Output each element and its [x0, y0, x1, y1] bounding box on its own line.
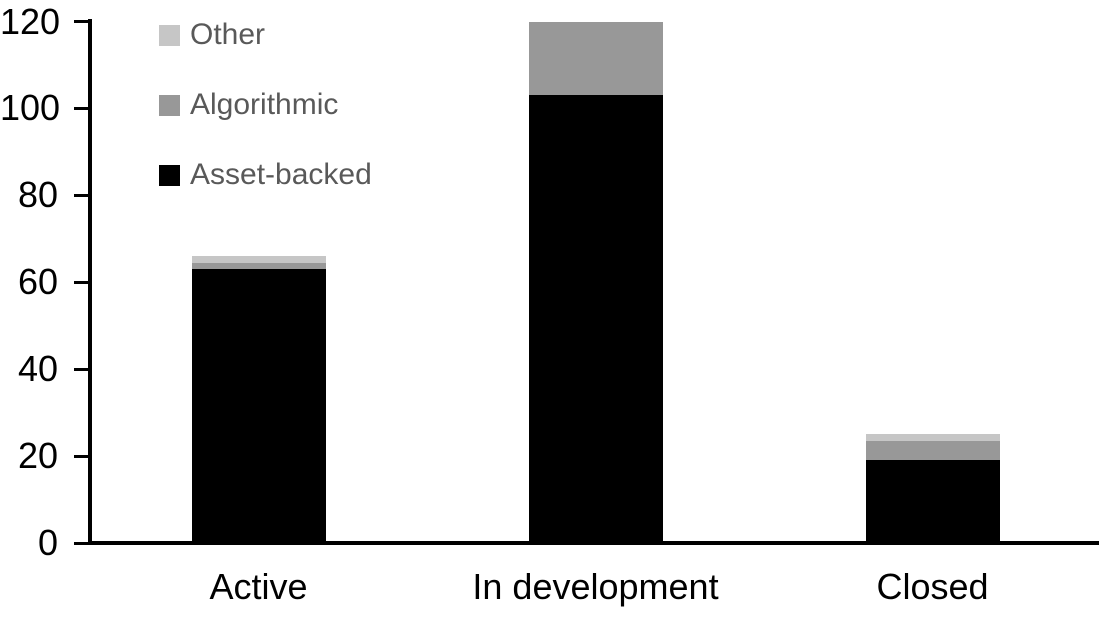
y-tick-label: 20 — [17, 435, 58, 477]
y-tick-mark — [74, 454, 90, 458]
y-tick-mark — [74, 541, 90, 545]
bar-segment-closed-algorithmic — [865, 440, 1000, 461]
bar-column-closed — [865, 434, 1000, 543]
bar-segment-active-other — [191, 256, 326, 263]
y-tick-label: 80 — [17, 174, 58, 216]
legend-label-other: Other — [190, 18, 266, 51]
bar-column-in-development — [528, 21, 663, 544]
bar-segment-active-algorithmic — [191, 262, 326, 270]
bar-segment-active-asset-backed — [191, 269, 326, 543]
bar-segment-in-development-algorithmic — [528, 21, 663, 96]
y-tick-label: 100 — [0, 87, 61, 129]
y-tick-mark — [74, 20, 90, 23]
y-tick-mark — [74, 280, 90, 284]
x-axis-label-active: Active — [209, 566, 308, 607]
x-axis-label-in-development: In development — [472, 566, 719, 607]
y-axis-line — [88, 19, 92, 545]
y-tick-label: 60 — [17, 261, 58, 303]
legend-label-algorithmic: Algorithmic — [190, 88, 339, 121]
legend-item-asset-backed: Asset-backed — [159, 154, 372, 196]
bar-segment-closed-other — [865, 434, 1000, 441]
y-tick-label: 0 — [37, 522, 58, 563]
legend-swatch-icon-other — [159, 24, 180, 46]
bar-segment-in-development-asset-backed — [528, 95, 663, 543]
bar-column-active — [191, 256, 326, 543]
chart-legend: Other Algorithmic Asset-backed — [159, 14, 372, 224]
legend-swatch-icon-asset-backed — [159, 164, 180, 186]
y-tick-mark — [74, 193, 90, 197]
legend-item-other: Other — [159, 14, 372, 56]
x-axis-line — [88, 541, 1099, 545]
y-tick-mark — [74, 367, 90, 371]
legend-label-asset-backed: Asset-backed — [190, 158, 372, 191]
legend-item-algorithmic: Algorithmic — [159, 84, 372, 126]
y-tick-label: 120 — [0, 0, 61, 42]
bar-segment-closed-asset-backed — [865, 460, 1000, 543]
y-tick-mark — [74, 106, 90, 110]
legend-swatch-icon-algorithmic — [159, 94, 180, 116]
x-axis-label-closed: Closed — [876, 566, 989, 607]
y-tick-label: 40 — [17, 348, 58, 390]
